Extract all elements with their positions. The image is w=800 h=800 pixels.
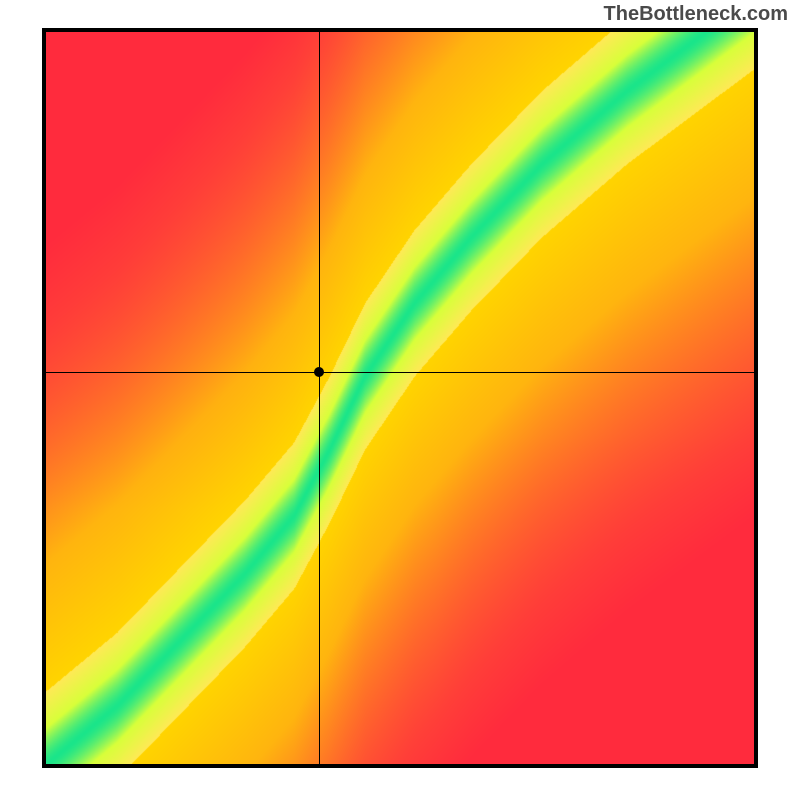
chart-container: TheBottleneck.com	[0, 0, 800, 800]
crosshair-vertical	[319, 32, 320, 764]
chart-inner	[46, 32, 754, 764]
watermark-text: TheBottleneck.com	[604, 3, 788, 26]
chart-frame	[42, 28, 758, 768]
crosshair-horizontal	[46, 372, 754, 373]
heatmap-canvas	[46, 32, 754, 764]
marker-dot	[314, 367, 324, 377]
